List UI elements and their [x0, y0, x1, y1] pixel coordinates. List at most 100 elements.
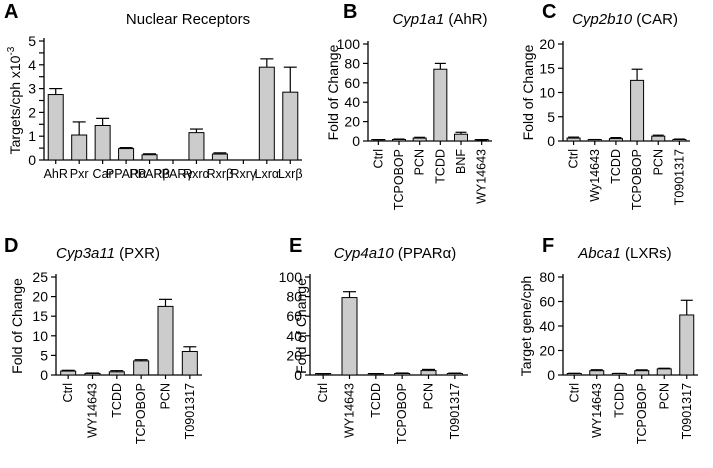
- x-tick-label: PCN: [422, 383, 436, 409]
- x-tick-label: Pxr: [70, 167, 89, 181]
- x-tick-label: Rxrβ: [207, 167, 234, 181]
- x-tick-label: BNF: [454, 149, 468, 174]
- chart-title-rest: (LXRs): [621, 245, 672, 262]
- bar: [118, 148, 135, 161]
- y-tick-label: 25: [32, 269, 48, 285]
- chart-title-gene: Cyp1a1: [392, 11, 444, 28]
- chart-title-rest: (PPARα): [394, 245, 457, 262]
- bar: [181, 350, 198, 376]
- bar: [656, 368, 672, 376]
- bar: [133, 360, 150, 376]
- panel-c: C Cyp2b10 (CAR) Fold of Change 0 5 10 15 20 Ctrl…: [520, 1, 690, 210]
- bar: [651, 135, 666, 142]
- bar: [47, 94, 64, 161]
- y-tick-label: 100: [279, 269, 303, 285]
- x-tick-label: TCPOBOP: [134, 383, 148, 444]
- chart-title-gene: Abca1: [577, 245, 621, 262]
- bar: [634, 370, 650, 376]
- y-tick-label: 4: [28, 57, 36, 73]
- chart-title: Cyp1a1 (AhR): [392, 11, 487, 28]
- y-tick-label: 20: [539, 343, 555, 359]
- x-tick-label: TCPOBOP: [635, 383, 649, 444]
- x-tick-label: Ctrl: [567, 383, 581, 402]
- x-tick-label: T0901317: [183, 383, 197, 439]
- y-axis-label-exponent: -3: [6, 46, 17, 55]
- panel-label: F: [542, 235, 554, 257]
- bar: [282, 91, 299, 161]
- y-tick-label: 20: [539, 36, 555, 52]
- y-tick-label: 80: [539, 269, 555, 285]
- x-tick-label: T0901317: [448, 383, 462, 439]
- x-tick-label: PCN: [657, 383, 671, 409]
- y-tick-label: 15: [32, 308, 48, 324]
- x-tick-label: PPARβ: [129, 167, 169, 181]
- x-tick-label: PPARγ: [153, 167, 193, 181]
- y-tick-label: 100: [337, 36, 361, 52]
- bar: [679, 314, 695, 376]
- x-tick-label: TCPOBOP: [392, 149, 406, 210]
- y-axis-label: Fold of Change: [325, 44, 341, 140]
- x-tick-label: T0901317: [680, 383, 694, 439]
- bar: [394, 373, 411, 376]
- y-tick-label: 60: [344, 75, 360, 91]
- x-tick-label: WY14643: [590, 383, 604, 438]
- y-tick-label: 20: [344, 114, 360, 130]
- bar: [412, 137, 427, 142]
- panel-d: D Cyp3a11 (PXR) Fold of Change 0 5 10 15 20 25 Ct…: [4, 235, 202, 444]
- bar: [71, 134, 88, 161]
- y-axis-label: Fold of Change: [293, 278, 309, 374]
- y-tick-label: 5: [547, 109, 555, 125]
- bar: [566, 137, 581, 142]
- chart-title-rest: (PXR): [115, 245, 160, 262]
- x-tick-label: Car: [93, 167, 113, 181]
- bar: [608, 138, 623, 142]
- bar: [157, 305, 174, 376]
- x-tick-label: Ctrl: [61, 383, 75, 402]
- bar: [420, 370, 437, 376]
- y-tick-label: 0: [294, 367, 302, 383]
- bar: [630, 79, 645, 142]
- y-tick-label: 3: [28, 81, 36, 97]
- y-tick-label: 5: [28, 33, 36, 49]
- bar: [60, 370, 77, 376]
- y-tick-label: 60: [539, 294, 555, 310]
- x-tick-label: Ctrl: [371, 149, 385, 168]
- panel-b: B Cyp1a1 (AhR) Fold of Change 0 20 40 60 80 100 C…: [325, 1, 492, 210]
- bar: [392, 139, 406, 142]
- x-tick-label: TCDD: [612, 383, 626, 418]
- panel-label: C: [542, 1, 556, 23]
- x-tick-label: PPARα: [106, 167, 146, 181]
- x-tick-label: WY14643: [475, 149, 489, 204]
- y-tick-label: 15: [539, 60, 555, 76]
- x-tick-label: Lxrα: [255, 167, 280, 181]
- bar: [258, 66, 275, 161]
- chart-title-rest: (AhR): [444, 11, 487, 28]
- x-tick-label: AhR: [44, 167, 68, 181]
- x-tick-label: Lxrβ: [278, 167, 303, 181]
- y-tick-label: 40: [286, 328, 302, 344]
- x-tick-label: TCDD: [433, 149, 447, 184]
- x-tick-label: PCN: [651, 149, 665, 175]
- y-tick-label: 0: [40, 367, 48, 383]
- chart-title-gene: Cyp4a10: [334, 245, 395, 262]
- x-tick-label: TCDD: [369, 383, 383, 418]
- chart-title: Cyp4a10 (PPARα): [334, 245, 457, 262]
- bar: [211, 153, 228, 161]
- x-tick-label: TCDD: [609, 149, 623, 184]
- x-tick-label: TCPOBOP: [630, 149, 644, 210]
- x-tick-label: T0901317: [672, 149, 686, 205]
- y-tick-label: 10: [539, 85, 555, 101]
- chart-title: Abca1 (LXRs): [577, 245, 671, 262]
- y-axis-label: Fold of Change: [520, 44, 536, 140]
- x-tick-label: PCN: [413, 149, 427, 175]
- x-tick-label: TCDD: [110, 383, 124, 418]
- y-axis-label: Targets/cph x10-3: [6, 46, 23, 154]
- bar: [94, 124, 111, 161]
- chart-title-rest: (CAR): [632, 11, 678, 28]
- chart-title-gene: Cyp3a11: [56, 245, 115, 262]
- x-tick-label: Rxrα: [183, 167, 210, 181]
- bar: [108, 371, 125, 376]
- y-axis-label: Target gene/cph: [518, 276, 534, 376]
- bar: [188, 132, 205, 161]
